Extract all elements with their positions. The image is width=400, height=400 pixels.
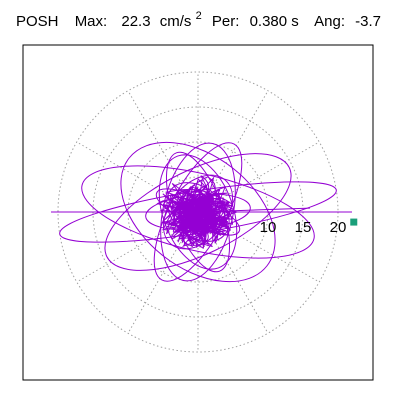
grid-spoke [127,90,199,213]
grid-spoke [197,211,269,334]
chart-header: POSH Max: 22.3 cm/s 2 Per: 0.380 s Ang: … [16,6,381,30]
grid-spoke [197,90,269,213]
max-value: 22.3 [121,13,150,30]
orbit-loop [158,154,238,270]
orbit-trace [51,141,352,283]
grid-spoke [197,211,320,283]
radial-tick-labels: 10 15 20 [260,219,347,236]
tick-label-20: 20 [330,219,347,236]
grid-spoke [76,211,199,283]
period-value: 0.380 s [250,13,299,30]
grid-spoke [127,211,199,334]
tick-label-10: 10 [260,219,277,236]
grid-spoke [197,141,320,213]
orbit-tangle [156,175,239,249]
max-unit-exponent: 2 [196,10,202,22]
angle-value: -3.7 [355,13,381,30]
max-label: Max: [75,13,108,30]
station-code: POSH [16,13,59,30]
peak-marker-layer [350,218,358,226]
tick-label-15: 15 [295,219,312,236]
angle-label: Ang: [314,13,345,30]
grid-spoke [76,141,199,213]
orbit-loop [104,153,292,271]
max-unit: cm/s [160,13,192,30]
peak-marker [350,218,358,226]
period-label: Per: [212,13,240,30]
